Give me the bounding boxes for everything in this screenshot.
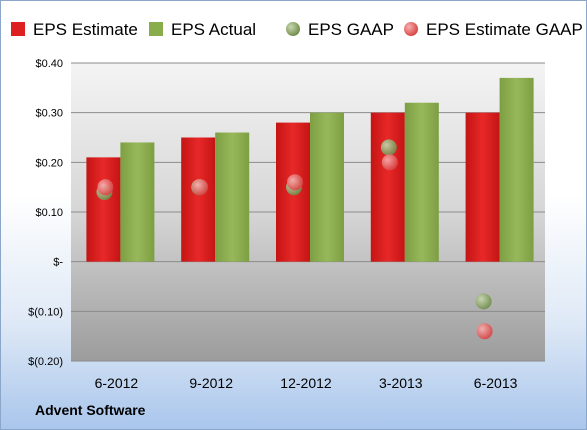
- bar-eps-actual: [120, 142, 155, 262]
- point-eps-estimate-gaap: [476, 323, 493, 340]
- x-tick-label: 3-2013: [379, 375, 423, 391]
- x-tick-label: 6-2012: [95, 375, 139, 391]
- x-tick-label: 9-2012: [189, 375, 233, 391]
- y-tick-label: $0.30: [35, 108, 63, 120]
- y-tick-label: $(0.10): [28, 306, 63, 318]
- bar-eps-actual: [310, 112, 344, 262]
- y-tick-label: $0.10: [35, 207, 63, 219]
- point-eps-estimate-gaap: [287, 174, 303, 191]
- legend-label: EPS GAAP: [308, 20, 394, 39]
- bar-eps-actual: [499, 77, 534, 262]
- legend: EPS Estimate EPS Actual EPS GAAP EPS Estima…: [11, 20, 583, 39]
- y-axis-ticks: $0.40 $0.30 $0.20 $0.10 $- $(0.10) $(0.20): [28, 58, 63, 368]
- legend-swatch: [11, 22, 25, 36]
- x-axis-ticks: 6-2012 9-2012 12-2012 3-2013 6-2013: [95, 375, 518, 391]
- legend-swatch: [404, 22, 418, 36]
- point-eps-gaap: [380, 139, 397, 156]
- bar-eps-estimate: [181, 137, 216, 262]
- legend-label: EPS Estimate GAAP: [426, 20, 583, 39]
- x-tick-label: 6-2013: [474, 375, 518, 391]
- y-tick-label: $0.40: [35, 58, 63, 70]
- company-name: Advent Software: [35, 402, 146, 418]
- y-tick-label: $(0.20): [28, 356, 63, 368]
- point-eps-estimate-gaap: [97, 179, 114, 196]
- y-tick-label: $0.20: [35, 157, 63, 169]
- legend-label: EPS Actual: [171, 20, 256, 39]
- bar-eps-estimate: [86, 157, 121, 262]
- y-tick-label: $-: [53, 257, 63, 269]
- bar-eps-estimate: [465, 112, 500, 262]
- legend-swatch: [149, 22, 163, 36]
- point-eps-gaap: [475, 293, 492, 310]
- bar-eps-estimate: [370, 112, 405, 262]
- legend-label: EPS Estimate: [33, 20, 138, 39]
- point-eps-estimate-gaap: [381, 154, 398, 171]
- point-eps-estimate-gaap: [192, 179, 209, 196]
- bar-eps-actual: [215, 132, 250, 262]
- points: [96, 139, 493, 340]
- bars: [86, 77, 534, 262]
- legend-swatch: [286, 22, 300, 36]
- x-tick-label: 12-2012: [280, 375, 332, 391]
- bar-eps-actual: [404, 102, 439, 262]
